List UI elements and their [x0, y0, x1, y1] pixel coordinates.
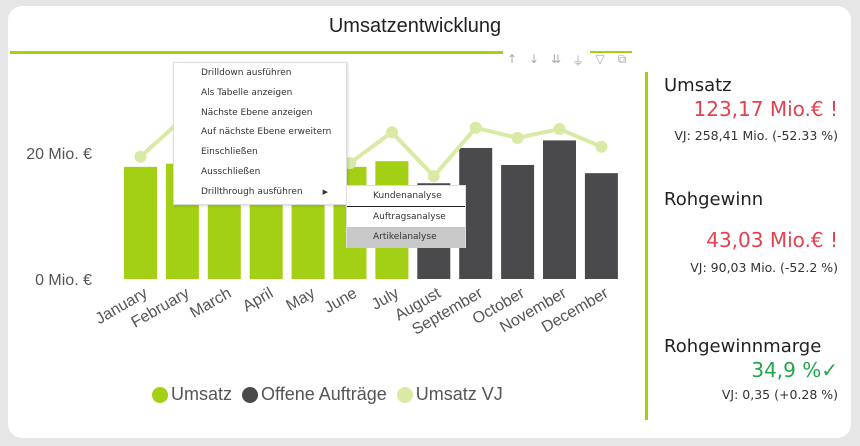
- submenu-item[interactable]: Auftragsanalyse: [373, 211, 446, 222]
- legend-dot: [396, 386, 413, 403]
- legend-label: Umsatz: [171, 384, 233, 404]
- legend-item[interactable]: Umsatz VJ: [396, 384, 503, 405]
- line-point[interactable]: [385, 126, 398, 139]
- bar[interactable]: [124, 166, 157, 279]
- legend: Umsatz Offene Aufträge Umsatz VJ: [152, 384, 503, 405]
- header-divider-right: [590, 51, 632, 53]
- kpi-title: Rohgewinnmarge: [664, 336, 822, 357]
- kpi-title: Rohgewinn: [664, 189, 764, 210]
- legend-label: Offene Aufträge: [261, 384, 387, 404]
- double-arrow-down-icon[interactable]: ⇊: [550, 52, 562, 66]
- kpi-divider: [645, 72, 648, 420]
- x-tick-label: May: [283, 285, 318, 315]
- legend-label: Umsatz VJ: [415, 384, 503, 404]
- filter-icon[interactable]: ▽: [595, 52, 605, 66]
- bar[interactable]: [543, 140, 576, 279]
- menu-item[interactable]: Ausschließen: [201, 166, 261, 177]
- menu-item-drillthrough[interactable]: Drillthrough ausführen ▶: [174, 182, 346, 202]
- context-menu: Drilldown ausführen Als Tabelle anzeigen…: [173, 62, 347, 205]
- kpi-value: 43,03 Mio.€ !: [706, 228, 838, 252]
- line-point[interactable]: [511, 131, 524, 144]
- legend-dot: [152, 386, 168, 403]
- visual-toolbar: ↑ ↓ ⇊ ⏚ ▽ ⧉: [505, 52, 629, 69]
- focus-mode-icon[interactable]: ⧉: [617, 52, 627, 66]
- legend-dot: [242, 386, 259, 403]
- bar[interactable]: [584, 173, 618, 279]
- kpi-subtext: VJ: 258,41 Mio. (-52.33 %): [674, 128, 838, 143]
- line-point[interactable]: [427, 170, 440, 183]
- legend-item[interactable]: Offene Aufträge: [242, 384, 387, 405]
- menu-item[interactable]: Nächste Ebene anzeigen: [201, 107, 313, 118]
- menu-item[interactable]: Drilldown ausführen: [201, 68, 292, 78]
- kpi-subtext: VJ: 90,03 Mio. (-52.2 %): [690, 260, 838, 275]
- bar[interactable]: [501, 164, 535, 279]
- chevron-right-icon: ▶: [322, 187, 328, 196]
- line-point[interactable]: [134, 150, 147, 163]
- x-tick-label: March: [187, 285, 234, 322]
- menu-item[interactable]: Als Tabelle anzeigen: [201, 87, 293, 98]
- x-tick-label: June: [321, 285, 360, 317]
- chart-title: Umsatzentwicklung: [328, 15, 502, 37]
- legend-item[interactable]: Umsatz: [152, 384, 232, 405]
- arrow-down-icon[interactable]: ↓: [528, 52, 540, 66]
- x-tick-label: April: [240, 285, 276, 316]
- kpi-value: 123,17 Mio.€ !: [693, 97, 839, 121]
- line-point[interactable]: [553, 123, 566, 136]
- header-divider: [10, 51, 503, 54]
- y-tick-label: 20 Mio. €: [26, 146, 92, 163]
- expand-hierarchy-icon[interactable]: ⏚: [571, 54, 584, 68]
- kpi-title: Umsatz: [664, 75, 732, 96]
- line-point[interactable]: [469, 121, 482, 134]
- arrow-up-icon[interactable]: ↑: [506, 52, 518, 66]
- menu-item-label: Drillthrough ausführen: [201, 186, 303, 197]
- line-point[interactable]: [344, 157, 356, 170]
- kpi-subtext: VJ: 0,35 (+0.28 %): [721, 387, 838, 402]
- menu-item[interactable]: Einschließen: [201, 147, 258, 158]
- submenu-item[interactable]: Kundenanalyse: [347, 186, 465, 207]
- submenu-item[interactable]: Artikelanalyse: [347, 227, 465, 248]
- line-point[interactable]: [595, 140, 608, 153]
- menu-item[interactable]: Auf nächste Ebene erweitern: [201, 127, 332, 138]
- kpi-value: 34,9 %✓: [751, 358, 838, 382]
- drillthrough-submenu: Kundenanalyse Auftragsanalyse Artikelana…: [346, 185, 466, 248]
- y-tick-label: 0 Mio. €: [35, 272, 92, 289]
